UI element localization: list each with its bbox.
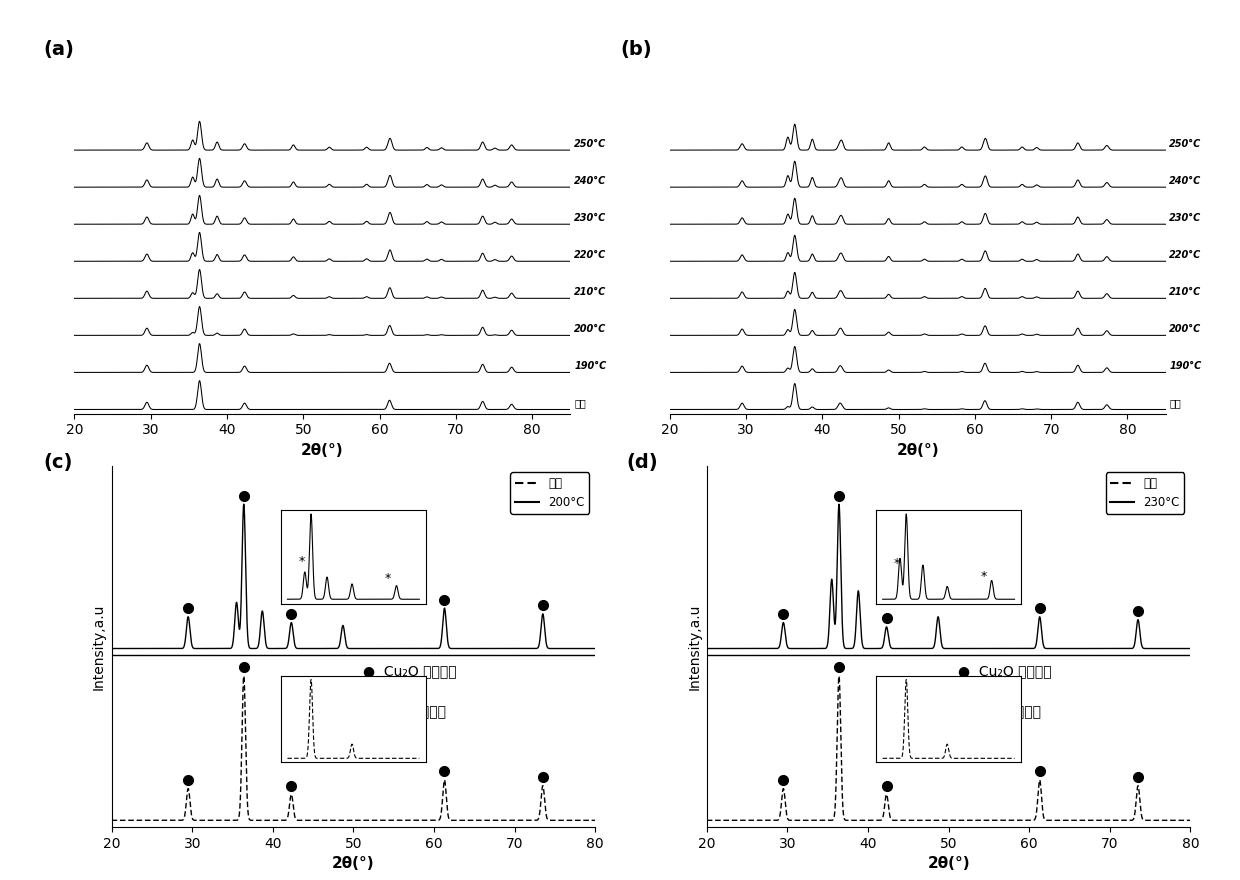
Text: 230°C: 230°C [1169,213,1202,224]
Text: 240°C: 240°C [574,176,606,187]
Text: ●  Cu₂O 的特征峰: ● Cu₂O 的特征峰 [363,664,456,678]
X-axis label: 2θ(°): 2θ(°) [332,856,374,871]
Text: *  CuO 的特征峰: * CuO 的特征峰 [959,704,1042,718]
X-axis label: 2θ(°): 2θ(°) [928,856,970,871]
Text: 200°C: 200°C [574,325,606,334]
Text: (b): (b) [620,40,652,59]
Text: 常温: 常温 [574,399,587,408]
Text: 190°C: 190°C [1169,362,1202,371]
Text: 250°C: 250°C [1169,139,1202,149]
Y-axis label: Intensity,a.u: Intensity,a.u [92,604,107,690]
Y-axis label: Intensity,a.u: Intensity,a.u [687,604,702,690]
X-axis label: 2θ(°): 2θ(°) [301,443,343,458]
Text: 250°C: 250°C [574,139,606,149]
Text: 220°C: 220°C [574,250,606,260]
Text: (c): (c) [43,453,73,473]
Text: 220°C: 220°C [1169,250,1202,260]
Text: 200°C: 200°C [1169,325,1202,334]
X-axis label: 2θ(°): 2θ(°) [897,443,939,458]
Text: 190°C: 190°C [574,362,606,371]
Text: (a): (a) [43,40,74,59]
Text: 210°C: 210°C [574,287,606,297]
Text: 240°C: 240°C [1169,176,1202,187]
Text: 210°C: 210°C [1169,287,1202,297]
Text: *  CuO 的特征峰: * CuO 的特征峰 [363,704,446,718]
Text: 常温: 常温 [1169,399,1182,408]
Text: (d): (d) [626,453,658,473]
Legend: 常温, 230°C: 常温, 230°C [1106,473,1184,514]
Text: 230°C: 230°C [574,213,606,224]
Legend: 常温, 200°C: 常温, 200°C [511,473,589,514]
Text: ●  Cu₂O 的特征峰: ● Cu₂O 的特征峰 [959,664,1052,678]
